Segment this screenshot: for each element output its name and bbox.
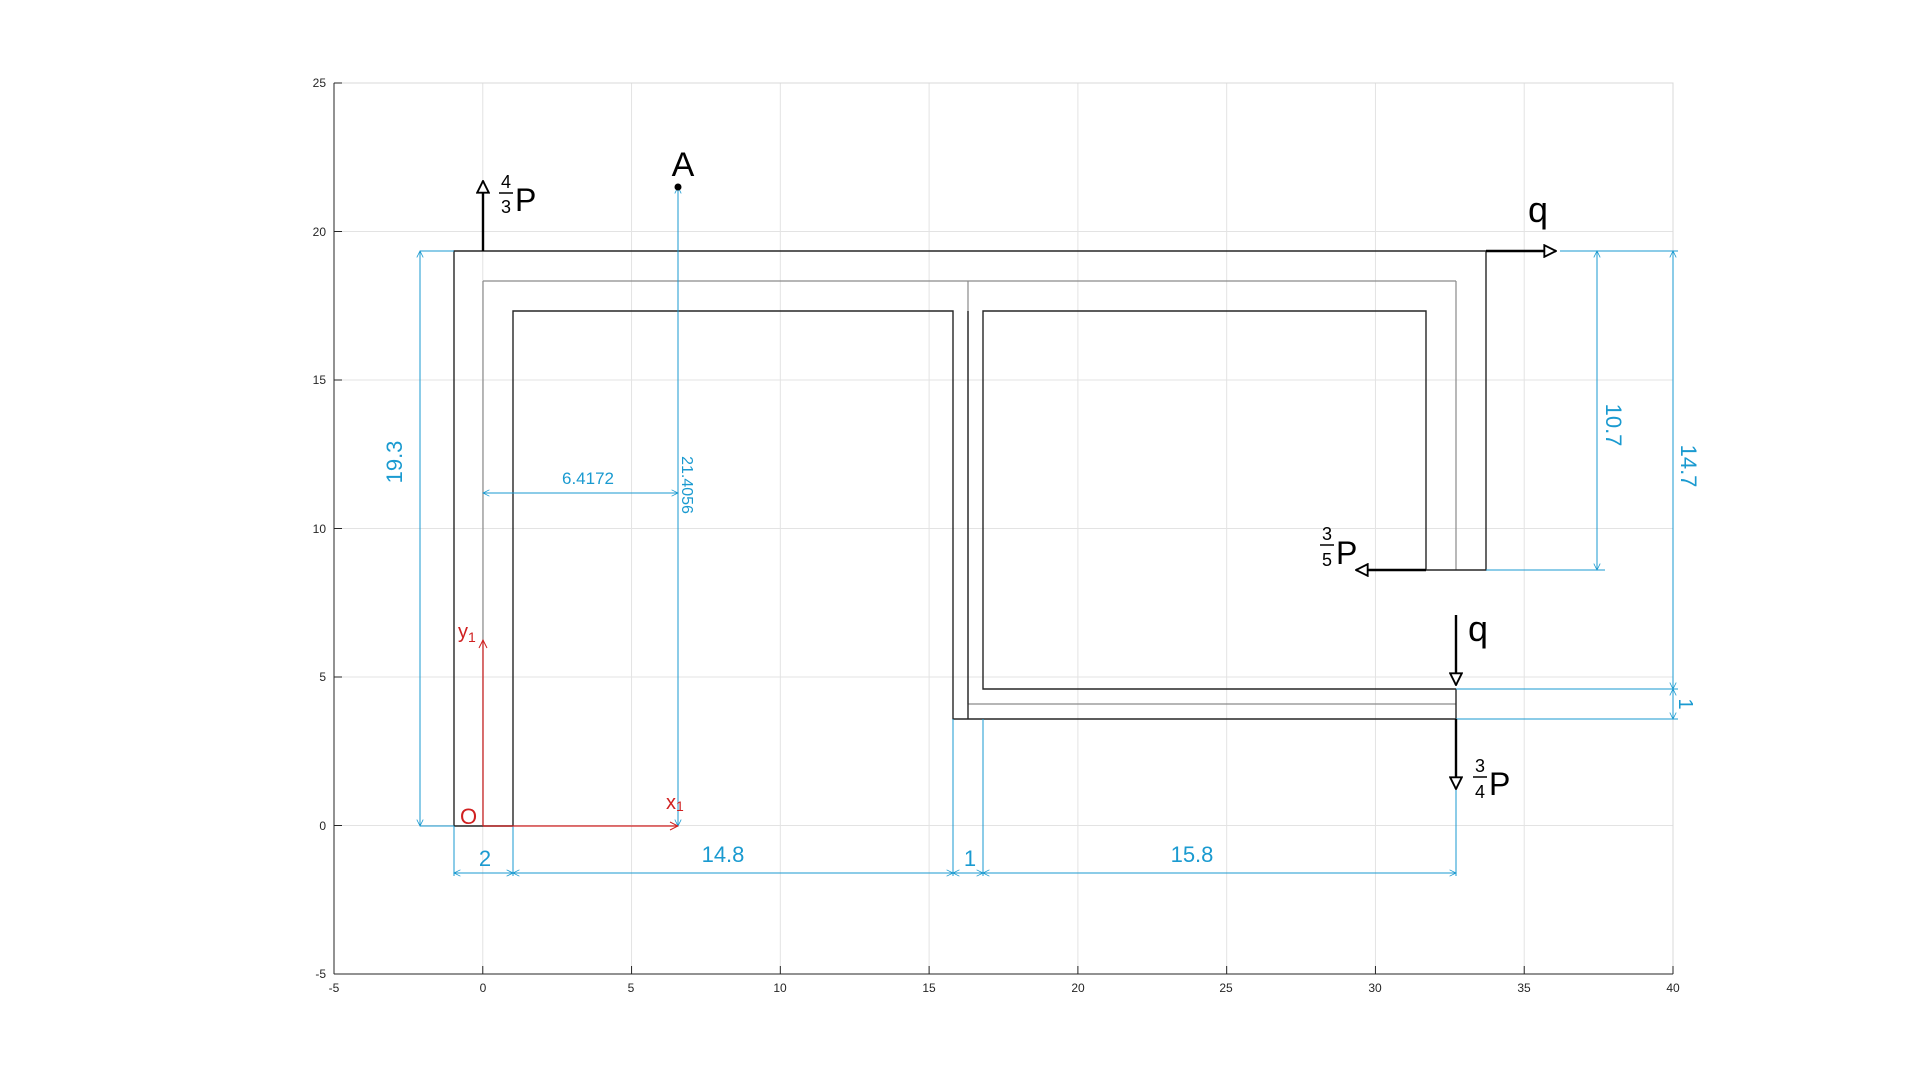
dimension-label-14-7: 14.7 (1676, 445, 1701, 488)
force-bot-denominator: 4 (1475, 782, 1485, 802)
y-tick-label: 15 (313, 373, 327, 387)
force-top-numerator: 4 (501, 172, 511, 192)
y-tick-label: -5 (315, 967, 326, 981)
local-axes (483, 640, 678, 826)
load-arrows (483, 181, 1556, 789)
force-label-bottom: 3 4 P (1473, 756, 1510, 802)
x-tick-label: 40 (1666, 981, 1680, 995)
x-axis (333, 966, 1674, 975)
force-label-top: 4 3 P (499, 172, 536, 218)
dimension-label-2: 2 (479, 846, 491, 871)
q-top-label: q (1528, 189, 1548, 230)
x-tick-label: 35 (1517, 981, 1531, 995)
force-top-symbol: P (515, 182, 536, 218)
q-bottom-label: q (1468, 608, 1488, 649)
dimension-label-14-8: 14.8 (702, 842, 745, 867)
x-tick-label: 25 (1219, 981, 1233, 995)
frame-centerline (482, 280, 1457, 826)
dimension-label-1-right: 1 (1674, 698, 1696, 709)
dimension-label-15-8: 15.8 (1171, 842, 1214, 867)
x-tick-label: 15 (922, 981, 936, 995)
x-tick-label: 0 (480, 981, 487, 995)
force-bot-symbol: P (1489, 766, 1510, 802)
dimension-label-1-bottom: 1 (964, 846, 976, 871)
y1-main: y (458, 621, 468, 643)
force-bot-numerator: 3 (1475, 756, 1485, 776)
x-tick-label: 20 (1071, 981, 1085, 995)
force-label-mid: 3 5 P (1320, 524, 1357, 571)
dimension-label-21-4056: 21.4056 (678, 456, 695, 514)
y1-axis-label: y1 (458, 621, 476, 645)
y-tick-label: 0 (319, 819, 326, 833)
x-tick-label: 30 (1368, 981, 1382, 995)
point-a-marker (674, 183, 682, 191)
y-tick-label: 20 (313, 225, 327, 239)
y1-sub: 1 (468, 629, 476, 645)
dimension-label-10-7: 10.7 (1601, 404, 1626, 447)
dimension-label-6-4172: 6.4172 (562, 469, 614, 488)
x-tick-label: -5 (329, 981, 340, 995)
y-tick-label: 10 (313, 522, 327, 536)
origin-label: O (460, 804, 477, 829)
dimension-lines (420, 187, 1678, 876)
force-top-denominator: 3 (501, 197, 511, 217)
dimension-label-19-3: 19.3 (382, 441, 407, 484)
force-mid-symbol: P (1336, 535, 1357, 571)
y-tick-label: 5 (319, 670, 326, 684)
force-mid-denominator: 5 (1322, 550, 1332, 570)
x-tick-label: 5 (628, 981, 635, 995)
y-tick-label: 25 (313, 76, 327, 90)
point-a-label: A (672, 146, 695, 184)
x1-main: x (666, 792, 676, 814)
x1-sub: 1 (676, 798, 684, 814)
y-axis (333, 82, 342, 975)
force-mid-numerator: 3 (1322, 524, 1332, 544)
x1-axis-label: x1 (666, 792, 684, 814)
x-tick-label: 10 (773, 981, 787, 995)
